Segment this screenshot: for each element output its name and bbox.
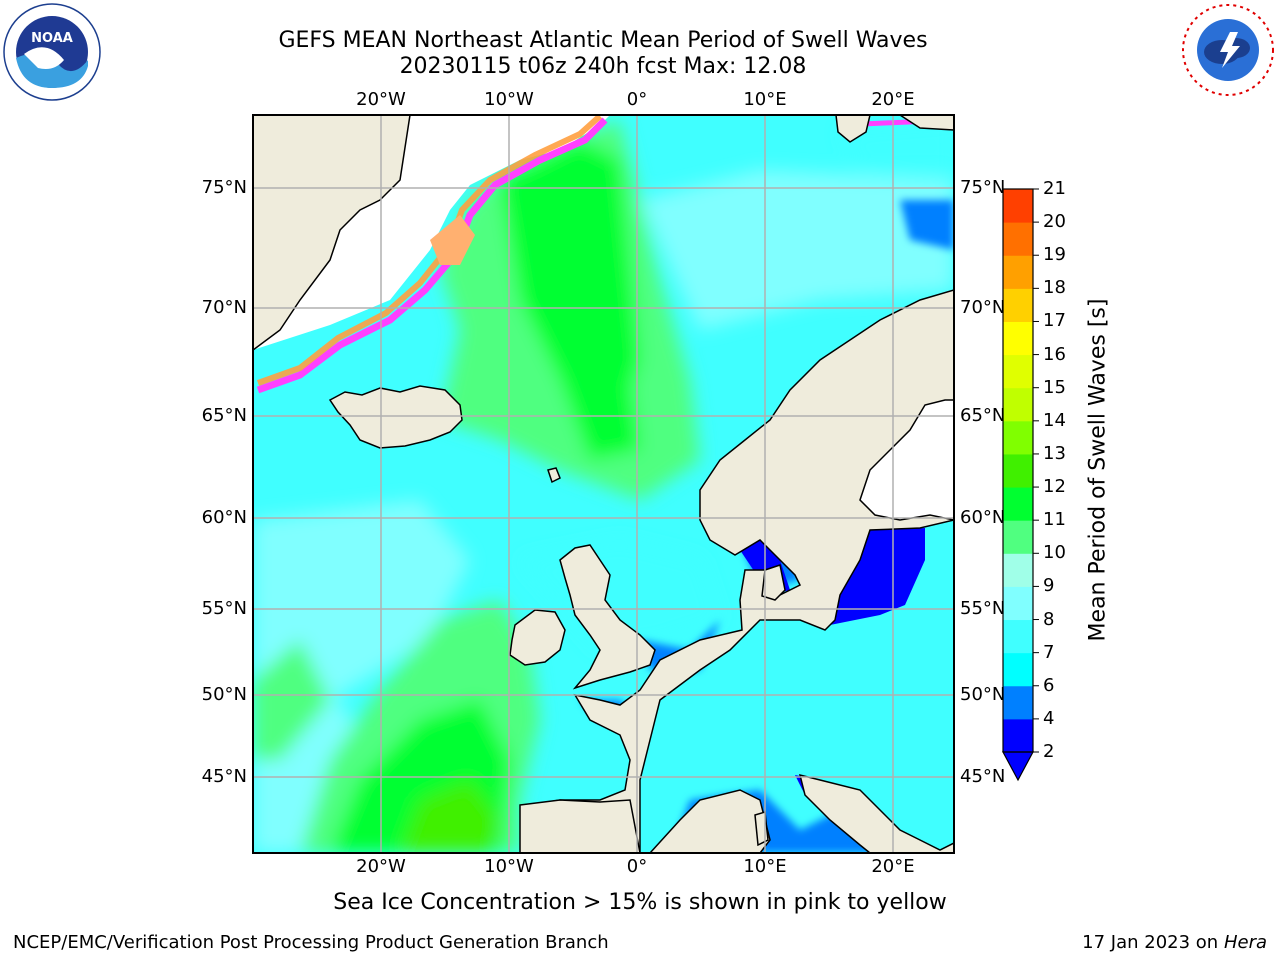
colorbar-tick-label: 10 — [1043, 542, 1066, 564]
ireland — [509, 609, 566, 666]
colorbar-tick-label: 6 — [1043, 674, 1055, 696]
colorbar-tick-label: 20 — [1043, 211, 1066, 233]
lat-label-right: 70°N — [960, 297, 1006, 318]
colorbar-band — [1003, 321, 1033, 356]
colorbar-band — [1003, 288, 1033, 322]
sea-ice-note: Sea Ice Concentration > 15% is shown in … — [333, 890, 947, 915]
lat-label-right: 45°N — [960, 766, 1006, 787]
lat-label-right: 65°N — [960, 405, 1006, 426]
colorbar-band — [1003, 420, 1033, 455]
colorbar-tick-label: 14 — [1043, 409, 1066, 431]
run-date: 17 Jan 2023 on Hera — [1082, 932, 1267, 953]
swell-period-field — [253, 120, 954, 853]
colorbar-tick-label: 8 — [1043, 608, 1055, 630]
nws-logo — [1180, 2, 1276, 98]
run-date-text: 17 Jan 2023 on — [1082, 932, 1224, 953]
lat-label-left: 55°N — [201, 598, 247, 619]
colorbar-band — [1003, 387, 1033, 422]
map-frame — [252, 114, 955, 854]
lat-label-left: 45°N — [201, 766, 247, 787]
lon-label-top: 20°E — [871, 89, 915, 110]
iberia — [519, 799, 641, 853]
colorbar-band — [1003, 718, 1033, 753]
lat-label-left: 60°N — [201, 507, 247, 528]
iceland — [328, 385, 463, 449]
colorbar-tick-label: 16 — [1043, 343, 1066, 365]
colorbar-band — [1003, 453, 1033, 488]
greenland — [253, 115, 411, 351]
colorbar-band — [1003, 255, 1033, 289]
lat-label-left: 75°N — [201, 177, 247, 198]
great-britain — [559, 544, 656, 690]
colorbar-tick-label: 13 — [1043, 442, 1066, 464]
colorbar-band — [1003, 222, 1033, 256]
graticule — [253, 115, 954, 853]
colorbar-band — [1003, 520, 1033, 554]
lon-label-top: 10°E — [743, 89, 787, 110]
colorbar-band — [1003, 619, 1033, 654]
colorbar-band — [1003, 354, 1033, 389]
lat-label-right: 55°N — [960, 598, 1006, 619]
colorbar-tick-label: 2 — [1043, 741, 1055, 762]
sardinia — [754, 811, 769, 847]
colorbar-tick-label: 11 — [1043, 509, 1066, 531]
colorbar-tick-label: 21 — [1043, 178, 1066, 199]
credit-text: NCEP/EMC/Verification Post Processing Pr… — [13, 932, 609, 953]
colorbar-band — [1003, 189, 1033, 223]
svalbard — [835, 115, 871, 143]
noaa-logo-text: NOAA — [31, 31, 73, 46]
faroe-islands — [547, 467, 561, 484]
nws-logo-icon — [1182, 4, 1274, 96]
land-masses — [253, 115, 954, 853]
colorbar-tick-label: 12 — [1043, 476, 1066, 498]
chart-title: GEFS MEAN Northeast Atlantic Mean Period… — [278, 28, 928, 53]
sweden-finland — [859, 399, 954, 521]
colorbar-tick-label: 4 — [1043, 707, 1055, 729]
lon-label-bottom: 10°E — [743, 856, 787, 877]
chart-subtitle: 20230115 t06z 240h fcst Max: 12.08 — [399, 54, 807, 79]
lon-label-bottom: 20°E — [871, 856, 915, 877]
franz-josef-land — [898, 115, 954, 131]
denmark — [761, 564, 786, 601]
map-panel — [253, 115, 954, 853]
colorbar-frame — [1002, 188, 1034, 753]
colorbar-band — [1003, 586, 1033, 621]
colorbar-under-arrow — [1001, 751, 1035, 782]
noaa-logo-icon: NOAA — [3, 3, 101, 101]
lat-label-left: 70°N — [201, 297, 247, 318]
lat-label-left: 65°N — [201, 405, 247, 426]
lon-label-top: 0° — [626, 89, 648, 110]
sea-ice-patch — [430, 215, 475, 265]
lat-label-right: 75°N — [960, 177, 1006, 198]
lat-label-right: 60°N — [960, 507, 1006, 528]
colorbar-band — [1003, 652, 1033, 687]
colorbar-band — [1003, 685, 1033, 720]
baltic-sea — [820, 528, 925, 625]
colorbar-tick-label: 17 — [1043, 310, 1066, 332]
run-host: Hera — [1223, 932, 1267, 953]
lat-label-right: 50°N — [960, 684, 1006, 705]
colorbar-tick-label: 7 — [1043, 641, 1055, 663]
lon-label-top: 10°W — [484, 89, 534, 110]
colorbar-band — [1003, 487, 1033, 521]
lon-label-top: 20°W — [356, 89, 406, 110]
lon-label-bottom: 20°W — [356, 856, 406, 877]
colorbar-tick-label: 15 — [1043, 376, 1066, 398]
colorbar-tick-label: 19 — [1043, 244, 1066, 266]
lon-label-bottom: 10°W — [484, 856, 534, 877]
colorbar-band — [1003, 553, 1033, 587]
lon-label-bottom: 0° — [626, 856, 648, 877]
colorbar-label: Mean Period of Swell Waves [s] — [1085, 298, 1111, 642]
colorbar — [1001, 188, 1039, 782]
noaa-logo: NOAA — [2, 2, 102, 102]
lat-label-left: 50°N — [201, 684, 247, 705]
colorbar-tick-label: 9 — [1043, 575, 1055, 597]
colorbar-tick-label: 18 — [1043, 277, 1066, 299]
